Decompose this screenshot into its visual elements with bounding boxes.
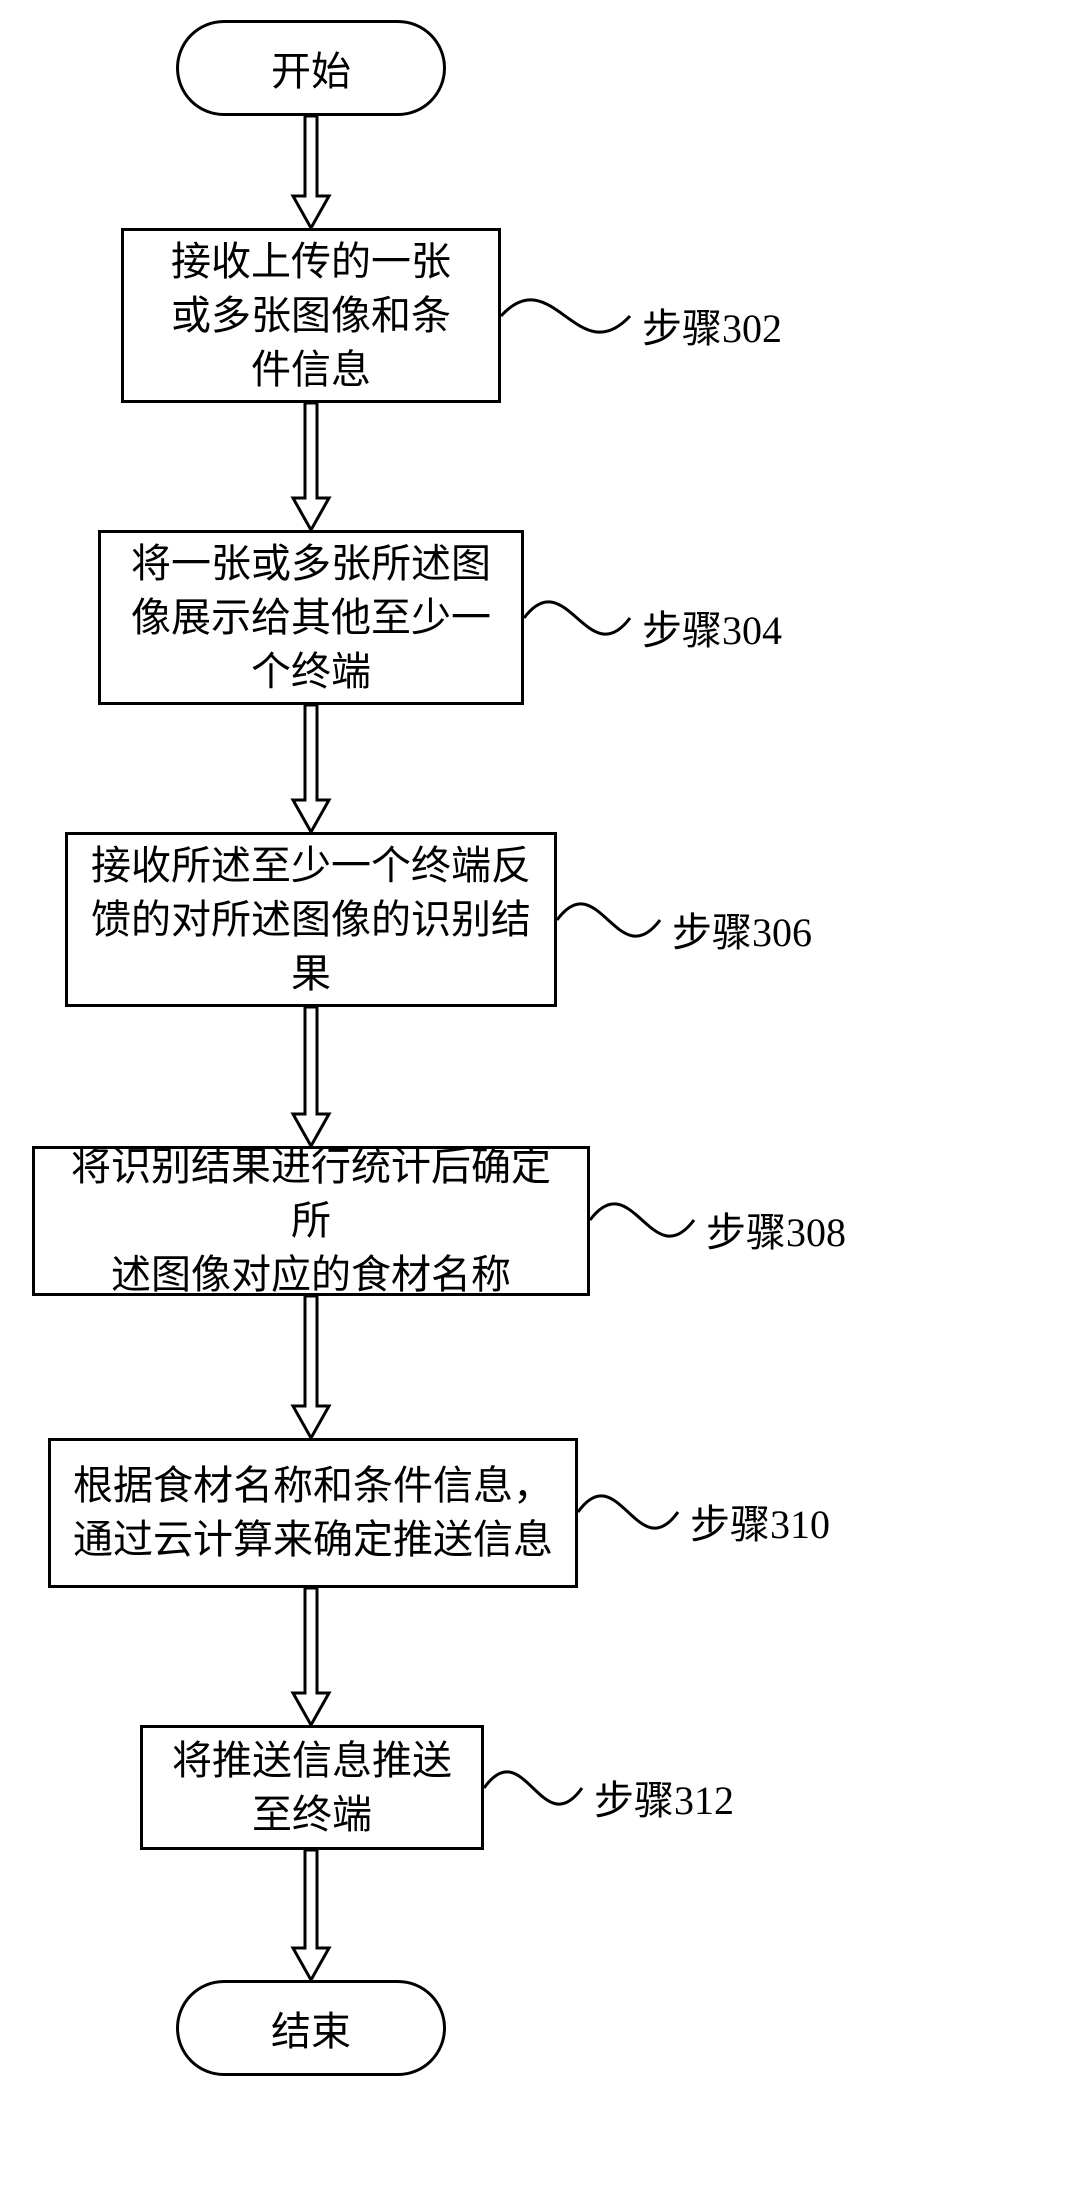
step-label-312-text: 步骤312: [594, 1778, 734, 1823]
flow-arrow: [293, 1850, 329, 1980]
label-connector: [557, 904, 660, 936]
flow-arrow: [293, 1588, 329, 1725]
step-label-310-text: 步骤310: [690, 1502, 830, 1547]
node-p310-text: 根据食材名称和条件信息， 通过云计算来确定推送信息: [73, 1459, 553, 1567]
step-label-302-text: 步骤302: [642, 306, 782, 351]
label-connector: [524, 602, 630, 634]
step-label-302: 步骤302: [642, 296, 782, 354]
flowchart-node-p304: 将一张或多张所述图 像展示给其他至少一 个终端: [98, 530, 524, 705]
label-connector: [578, 1496, 678, 1528]
step-label-306: 步骤306: [672, 900, 812, 958]
flow-arrow: [293, 403, 329, 530]
node-p308-text: 将识别结果进行统计后确定所 述图像对应的食材名称: [53, 1140, 569, 1302]
flow-arrow: [293, 116, 329, 228]
node-p312-text: 将推送信息推送 至终端: [172, 1734, 452, 1842]
flowchart-canvas: 开始 接收上传的一张 或多张图像和条 件信息 步骤302 将一张或多张所述图 像…: [0, 0, 1077, 2191]
step-label-310: 步骤310: [690, 1492, 830, 1550]
label-connector: [484, 1772, 582, 1804]
node-start-text: 开始: [271, 39, 351, 97]
label-connector: [501, 300, 630, 332]
flowchart-node-start: 开始: [176, 20, 446, 116]
step-label-304-text: 步骤304: [642, 608, 782, 653]
flowchart-node-p302: 接收上传的一张 或多张图像和条 件信息: [121, 228, 501, 403]
step-label-308: 步骤308: [706, 1200, 846, 1258]
flowchart-node-p310: 根据食材名称和条件信息， 通过云计算来确定推送信息: [48, 1438, 578, 1588]
flowchart-node-p312: 将推送信息推送 至终端: [140, 1725, 484, 1850]
step-label-308-text: 步骤308: [706, 1210, 846, 1255]
flow-arrow: [293, 705, 329, 832]
node-p304-text: 将一张或多张所述图 像展示给其他至少一 个终端: [131, 537, 491, 699]
label-connector: [590, 1204, 694, 1236]
flowchart-node-p308: 将识别结果进行统计后确定所 述图像对应的食材名称: [32, 1146, 590, 1296]
step-label-306-text: 步骤306: [672, 910, 812, 955]
step-label-312: 步骤312: [594, 1768, 734, 1826]
flowchart-node-end: 结束: [176, 1980, 446, 2076]
flowchart-node-p306: 接收所述至少一个终端反 馈的对所述图像的识别结 果: [65, 832, 557, 1007]
node-end-text: 结束: [271, 1999, 351, 2057]
flow-arrow: [293, 1296, 329, 1438]
node-p306-text: 接收所述至少一个终端反 馈的对所述图像的识别结 果: [91, 839, 531, 1001]
node-p302-text: 接收上传的一张 或多张图像和条 件信息: [171, 235, 451, 397]
step-label-304: 步骤304: [642, 598, 782, 656]
flow-arrow: [293, 1007, 329, 1146]
